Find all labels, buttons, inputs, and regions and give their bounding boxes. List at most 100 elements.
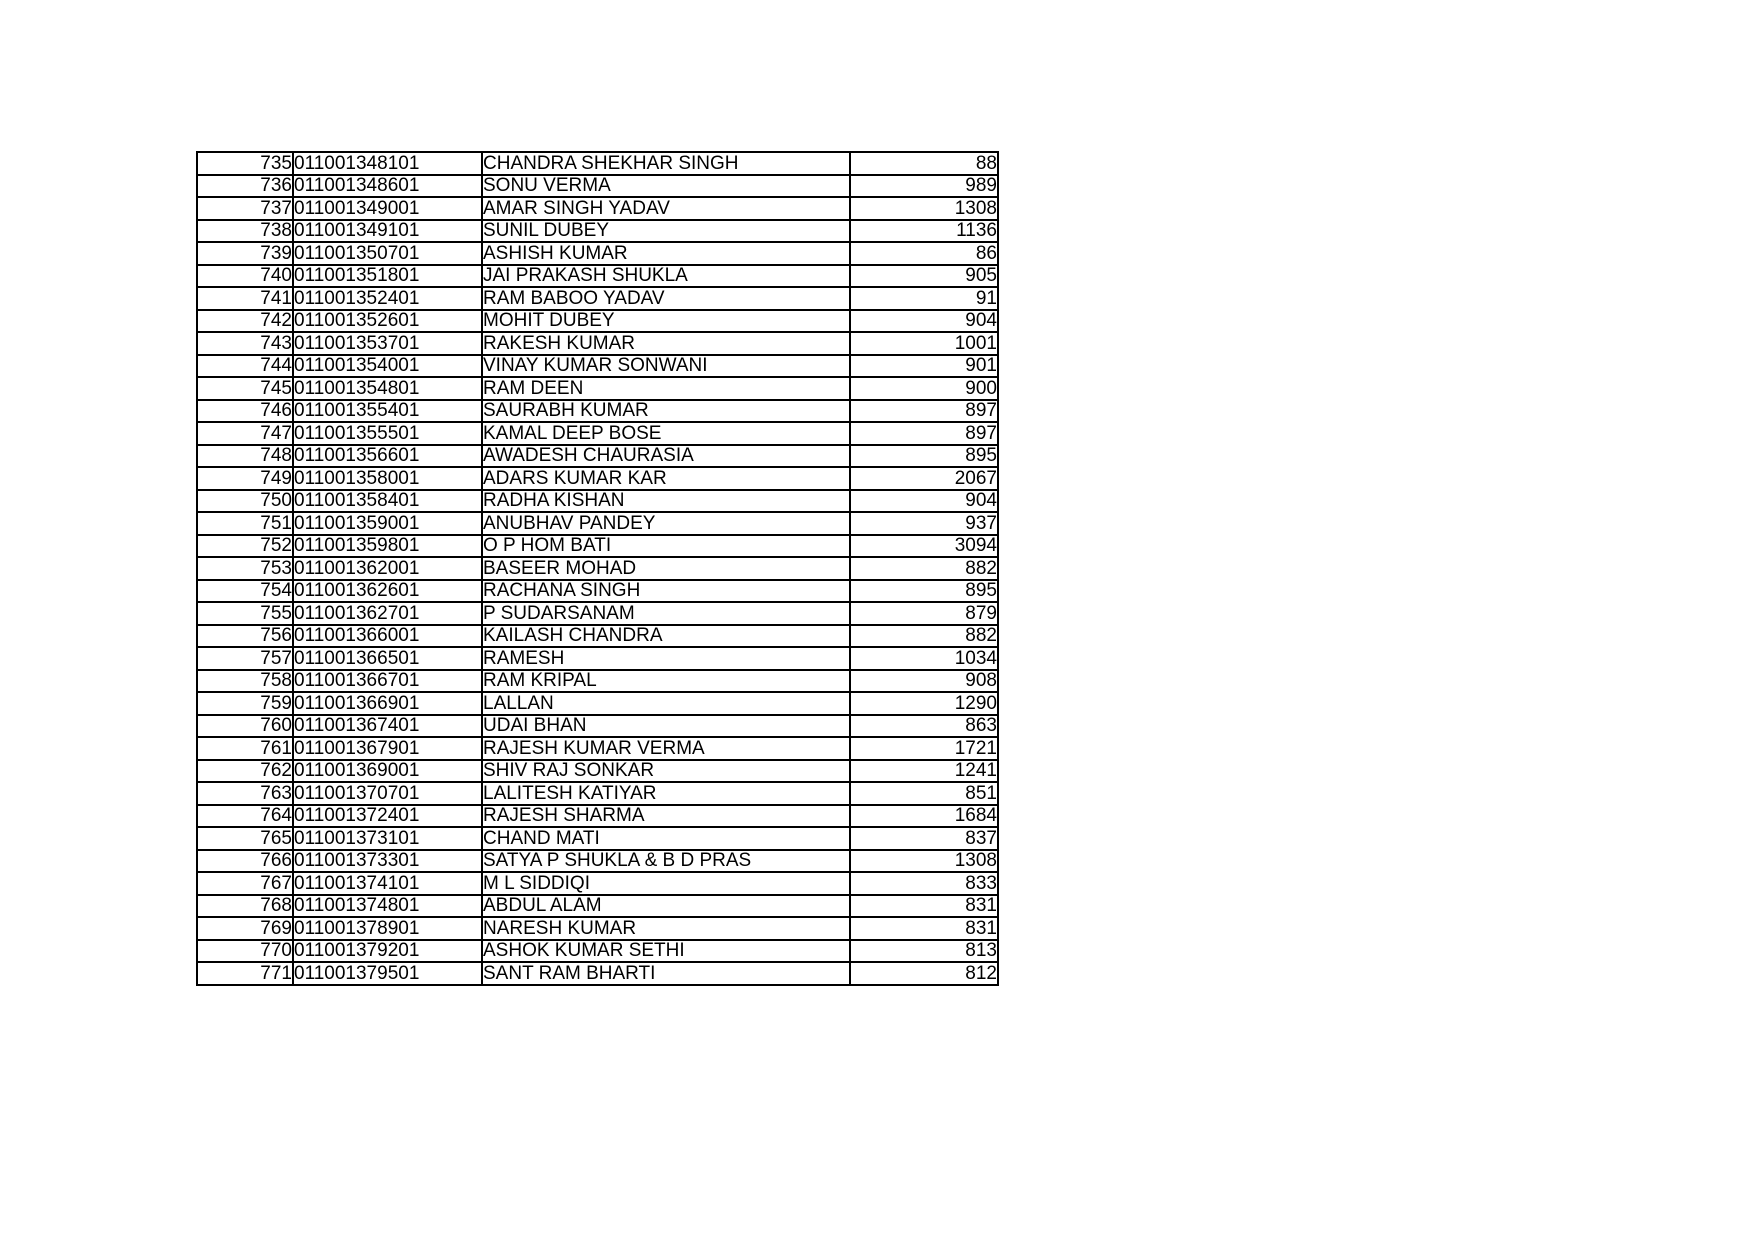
serial-cell: 751 (196, 511, 294, 536)
account-number-cell: 011001362701 (292, 601, 483, 626)
serial-cell: 739 (196, 241, 294, 266)
amount-cell: 2067 (849, 466, 999, 491)
name-cell: RAJESH SHARMA (481, 803, 851, 828)
amount-cell: 833 (849, 871, 999, 896)
account-number-cell: 011001370701 (292, 781, 483, 806)
name-cell: SANT RAM BHARTI (481, 961, 851, 986)
table-row: 740 011001351801 JAI PRAKASH SHUKLA 905 (196, 263, 999, 288)
table-row: 770 011001379201 ASHOK KUMAR SETHI 813 (196, 938, 999, 963)
serial-cell: 738 (196, 218, 294, 243)
name-cell: SHIV RAJ SONKAR (481, 758, 851, 783)
serial-cell: 744 (196, 353, 294, 378)
serial-cell: 741 (196, 286, 294, 311)
serial-cell: 742 (196, 308, 294, 333)
name-cell: RAM KRIPAL (481, 668, 851, 693)
account-number-cell: 011001349101 (292, 218, 483, 243)
amount-cell: 908 (849, 668, 999, 693)
table-row: 742 011001352601 MOHIT DUBEY 904 (196, 308, 999, 333)
serial-cell: 755 (196, 601, 294, 626)
serial-cell: 737 (196, 196, 294, 221)
name-cell: JAI PRAKASH SHUKLA (481, 263, 851, 288)
serial-cell: 750 (196, 488, 294, 513)
account-number-cell: 011001356601 (292, 443, 483, 468)
serial-cell: 743 (196, 331, 294, 356)
table-row: 745 011001354801 RAM DEEN 900 (196, 376, 999, 401)
name-cell: UDAI BHAN (481, 713, 851, 738)
amount-cell: 86 (849, 241, 999, 266)
name-cell: RAM DEEN (481, 376, 851, 401)
name-cell: RAKESH KUMAR (481, 331, 851, 356)
account-number-cell: 011001354801 (292, 376, 483, 401)
amount-cell: 882 (849, 556, 999, 581)
account-number-cell: 011001352401 (292, 286, 483, 311)
amount-cell: 91 (849, 286, 999, 311)
amount-cell: 1721 (849, 736, 999, 761)
name-cell: LALITESH KATIYAR (481, 781, 851, 806)
serial-cell: 752 (196, 533, 294, 558)
account-number-cell: 011001353701 (292, 331, 483, 356)
table-row: 769 011001378901 NARESH KUMAR 831 (196, 916, 999, 941)
name-cell: RAJESH KUMAR VERMA (481, 736, 851, 761)
amount-cell: 900 (849, 376, 999, 401)
account-number-cell: 011001367401 (292, 713, 483, 738)
account-number-cell: 011001372401 (292, 803, 483, 828)
table-row: 746 011001355401 SAURABH KUMAR 897 (196, 398, 999, 423)
serial-cell: 763 (196, 781, 294, 806)
serial-cell: 748 (196, 443, 294, 468)
name-cell: ANUBHAV PANDEY (481, 511, 851, 536)
name-cell: AMAR SINGH YADAV (481, 196, 851, 221)
account-number-cell: 011001350701 (292, 241, 483, 266)
amount-cell: 901 (849, 353, 999, 378)
table-row: 752 011001359801 O P HOM BATI 3094 (196, 533, 999, 558)
table-row: 759 011001366901 LALLAN 1290 (196, 691, 999, 716)
table-row: 768 011001374801 ABDUL ALAM 831 (196, 893, 999, 918)
serial-cell: 754 (196, 578, 294, 603)
table-row: 771 011001379501 SANT RAM BHARTI 812 (196, 961, 999, 986)
account-number-cell: 011001374801 (292, 893, 483, 918)
table-row: 747 011001355501 KAMAL DEEP BOSE 897 (196, 421, 999, 446)
serial-cell: 765 (196, 826, 294, 851)
serial-cell: 759 (196, 691, 294, 716)
name-cell: SATYA P SHUKLA & B D PRAS (481, 848, 851, 873)
name-cell: RACHANA SINGH (481, 578, 851, 603)
name-cell: SAURABH KUMAR (481, 398, 851, 423)
serial-cell: 745 (196, 376, 294, 401)
serial-cell: 753 (196, 556, 294, 581)
serial-cell: 764 (196, 803, 294, 828)
amount-cell: 895 (849, 578, 999, 603)
account-number-cell: 011001366901 (292, 691, 483, 716)
amount-cell: 1290 (849, 691, 999, 716)
account-number-cell: 011001355501 (292, 421, 483, 446)
account-number-cell: 011001349001 (292, 196, 483, 221)
serial-cell: 758 (196, 668, 294, 693)
name-cell: SONU VERMA (481, 173, 851, 198)
table-row: 765 011001373101 CHAND MATI 837 (196, 826, 999, 851)
records-table: 735 011001348101 CHANDRA SHEKHAR SINGH 88 73… (196, 151, 999, 986)
serial-cell: 746 (196, 398, 294, 423)
account-number-cell: 011001351801 (292, 263, 483, 288)
amount-cell: 882 (849, 623, 999, 648)
amount-cell: 905 (849, 263, 999, 288)
table-row: 763 011001370701 LALITESH KATIYAR 851 (196, 781, 999, 806)
account-number-cell: 011001374101 (292, 871, 483, 896)
name-cell: CHANDRA SHEKHAR SINGH (481, 151, 851, 176)
table-row: 749 011001358001 ADARS KUMAR KAR 2067 (196, 466, 999, 491)
amount-cell: 1136 (849, 218, 999, 243)
account-number-cell: 011001366701 (292, 668, 483, 693)
name-cell: VINAY KUMAR SONWANI (481, 353, 851, 378)
amount-cell: 879 (849, 601, 999, 626)
amount-cell: 88 (849, 151, 999, 176)
name-cell: P SUDARSANAM (481, 601, 851, 626)
table-row: 754 011001362601 RACHANA SINGH 895 (196, 578, 999, 603)
account-number-cell: 011001366001 (292, 623, 483, 648)
name-cell: MOHIT DUBEY (481, 308, 851, 333)
account-number-cell: 011001373101 (292, 826, 483, 851)
account-number-cell: 011001378901 (292, 916, 483, 941)
amount-cell: 851 (849, 781, 999, 806)
amount-cell: 813 (849, 938, 999, 963)
account-number-cell: 011001367901 (292, 736, 483, 761)
name-cell: O P HOM BATI (481, 533, 851, 558)
table-row: 735 011001348101 CHANDRA SHEKHAR SINGH 88 (196, 151, 999, 176)
amount-cell: 895 (849, 443, 999, 468)
amount-cell: 3094 (849, 533, 999, 558)
